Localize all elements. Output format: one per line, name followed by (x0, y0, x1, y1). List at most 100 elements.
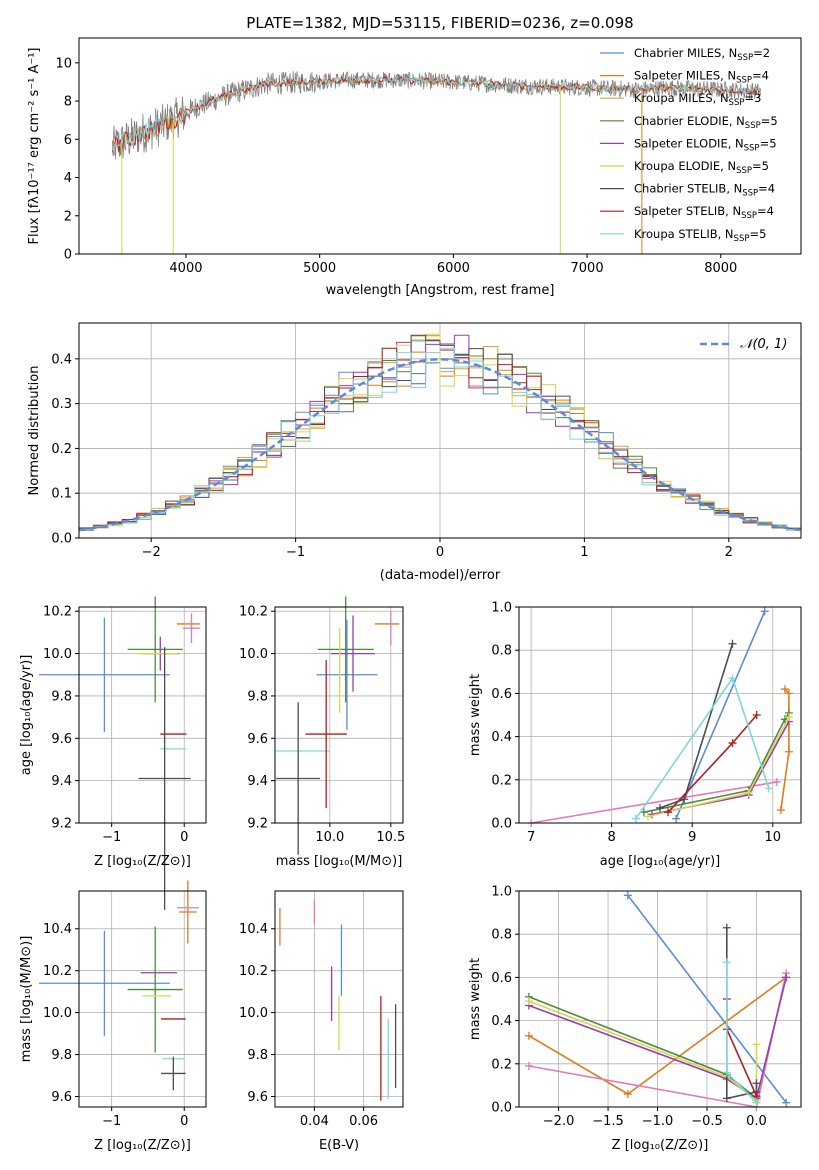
y-tick-label: 0 (64, 248, 72, 263)
x-tick-label: 0 (436, 545, 444, 560)
x-tick-label: −1 (102, 1114, 121, 1129)
weight-marker (623, 1090, 632, 1099)
weight-marker (784, 713, 793, 722)
x-tick-label: 7 (527, 830, 535, 845)
y-tick-label: 0.8 (491, 928, 512, 943)
x-axis-label: mass [log₁₀(M/M⊙)] (276, 854, 403, 869)
x-tick-label: 10 (765, 830, 782, 845)
legend-entry: Chabrier STELIB, NSSP=4 (634, 182, 775, 199)
x-axis-label: wavelength [Angstrom, rest frame] (326, 283, 555, 298)
weight-marker (782, 973, 791, 982)
weight-line (780, 688, 790, 811)
weight-line (530, 781, 777, 824)
weight-marker (524, 997, 533, 1006)
y-tick-label: 0.0 (491, 1101, 512, 1116)
y-tick-label: 0.2 (51, 442, 72, 457)
y-tick-label: 10 (55, 56, 72, 71)
x-tick-label: −2.0 (543, 1114, 575, 1129)
x-tick-label: 10.0 (315, 830, 344, 845)
x-axis-label: Z [log₁₀(Z/Z⊙)] (94, 1138, 191, 1153)
legend-entry: Salpeter ELODIE, NSSP=5 (634, 136, 777, 153)
weight-line (643, 712, 790, 813)
x-axis-label: Z [log₁₀(Z/Z⊙)] (612, 1138, 709, 1153)
weight-marker (672, 814, 681, 823)
x-tick-label: −1 (102, 830, 121, 845)
x-tick-label: 4000 (169, 261, 202, 276)
y-tick-label: 0.1 (51, 487, 72, 502)
weight-marker (752, 1040, 761, 1049)
y-tick-label: 9.8 (247, 1048, 268, 1063)
y-tick-label: 9.8 (247, 689, 268, 704)
y-axis-label: mass [log₁₀(M/M⊙)] (19, 936, 34, 1063)
weight-marker (744, 788, 753, 797)
axes-frame (78, 322, 802, 539)
y-tick-label: 10.2 (239, 964, 268, 979)
x-tick-label: 8 (608, 830, 616, 845)
x-tick-label: 0 (180, 1114, 188, 1129)
x-tick-label: 9 (688, 830, 696, 845)
y-axis-label: age [log₁₀(age/yr)] (19, 655, 34, 776)
weight-marker (784, 689, 793, 698)
weight-marker (664, 808, 673, 817)
x-tick-label: 2 (725, 545, 733, 560)
x-tick-label: 8000 (704, 261, 737, 276)
weight-marker (623, 891, 632, 900)
weight-marker (780, 685, 789, 694)
model-spectrum-line (112, 75, 761, 152)
weight-marker (782, 1098, 791, 1107)
weight-marker (784, 747, 793, 756)
weight-marker (728, 639, 737, 648)
y-tick-label: 8 (64, 95, 72, 110)
y-axis-label: mass weight (468, 958, 483, 1040)
y-tick-label: 10.4 (43, 922, 72, 937)
figure-title: PLATE=1382, MJD=53115, FIBERID=0236, z=0… (246, 14, 633, 32)
x-tick-label: 0 (180, 830, 188, 845)
legend-entry: Kroupa ELODIE, NSSP=5 (634, 159, 769, 176)
weight-marker (728, 739, 737, 748)
weight-marker (643, 812, 652, 821)
age-vs-metallicity-panel: −1 0 9.2 9.4 9.6 9.8 10.0 10.2 Z [log₁₀(Z/Z⊙)] ag… (19, 596, 207, 910)
y-tick-label: 0.4 (51, 352, 72, 367)
y-tick-label: 0.4 (491, 730, 512, 745)
y-tick-label: 10.0 (239, 1006, 268, 1021)
x-tick-label: −1 (286, 545, 305, 560)
x-tick-label: −0.5 (691, 1114, 723, 1129)
y-tick-label: 10.2 (239, 605, 268, 620)
weight-marker (524, 1061, 533, 1070)
axes-frame (518, 606, 802, 824)
x-tick-label: 0.06 (349, 1114, 378, 1129)
y-tick-label: 9.2 (247, 817, 268, 832)
residual-histogram-step (79, 347, 801, 531)
weight-line (659, 643, 734, 809)
weight-line (675, 610, 766, 820)
y-axis-label: Normed distribution (27, 366, 42, 496)
y-tick-label: 6 (64, 133, 72, 148)
x-axis-label: Z [log₁₀(Z/Z⊙)] (94, 854, 191, 869)
y-tick-label: 10.2 (43, 964, 72, 979)
weight-line (528, 1000, 758, 1103)
axes-frame (274, 890, 404, 1108)
y-tick-label: 0.0 (51, 532, 72, 547)
weight-marker (752, 711, 761, 719)
weight-vs-age-panel: 7 8 9 10 0.0 0.2 0.4 0.6 0.8 1.0 age [log₁₀(age/yr… (468, 601, 802, 869)
model-spectrum-line (112, 75, 762, 157)
y-tick-label: 9.6 (51, 732, 72, 747)
weight-marker (772, 777, 781, 786)
axes-frame (78, 890, 207, 1108)
x-axis-label: (data-model)/error (380, 568, 501, 583)
weight-marker (631, 814, 640, 823)
x-tick-label: −2 (142, 545, 161, 560)
x-tick-label: −1.5 (592, 1114, 624, 1129)
y-tick-label: 0.4 (491, 1014, 512, 1029)
weight-marker (764, 784, 773, 793)
weight-line (627, 894, 787, 1104)
y-tick-label: 1.0 (491, 601, 512, 616)
normal-curve-line (78, 358, 802, 532)
weight-marker (752, 1079, 761, 1088)
y-tick-label: 9.8 (51, 689, 72, 704)
y-tick-label: 10.2 (43, 605, 72, 620)
weight-marker (776, 806, 785, 815)
legend-entry: Salpeter STELIB, NSSP=4 (634, 204, 774, 221)
y-tick-label: 0.6 (491, 687, 512, 702)
y-tick-label: 0.3 (51, 397, 72, 412)
